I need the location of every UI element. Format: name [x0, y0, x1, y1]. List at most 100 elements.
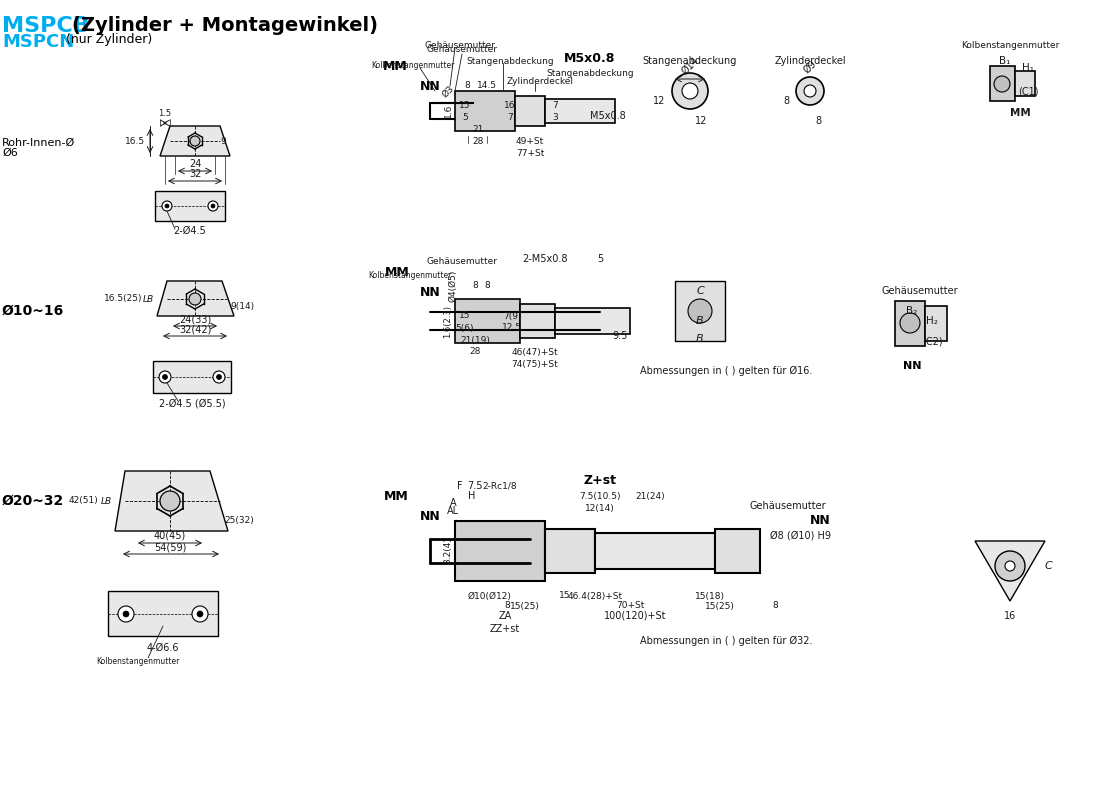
Text: Z+st: Z+st: [583, 474, 616, 488]
Text: A: A: [450, 498, 456, 508]
Text: 5: 5: [597, 254, 603, 264]
Text: MM: MM: [1010, 108, 1031, 118]
Circle shape: [208, 201, 218, 211]
Text: 77+St: 77+St: [516, 150, 544, 159]
Text: (C2): (C2): [922, 336, 943, 346]
Circle shape: [796, 77, 824, 105]
Text: C: C: [1045, 561, 1053, 571]
Bar: [153, 361, 231, 393]
Polygon shape: [160, 126, 230, 156]
Text: 7.5(10.5): 7.5(10.5): [580, 492, 620, 501]
Polygon shape: [116, 471, 228, 531]
Text: M5x0.8: M5x0.8: [564, 51, 616, 65]
Text: 8: 8: [464, 82, 470, 91]
Text: 2-Ø4.5: 2-Ø4.5: [174, 226, 207, 236]
Text: 9(14): 9(14): [230, 301, 254, 311]
Text: MSPCN: MSPCN: [2, 33, 75, 51]
Text: Gehäusemutter: Gehäusemutter: [882, 286, 958, 296]
Bar: [715, 529, 760, 573]
Text: 5: 5: [462, 114, 468, 123]
Text: Ø14: Ø14: [680, 55, 701, 76]
Text: 16: 16: [504, 102, 516, 111]
Bar: [455, 91, 515, 131]
Text: Gehäusemutter: Gehäusemutter: [427, 256, 497, 265]
Text: B₂: B₂: [906, 306, 917, 316]
Text: 74(75)+St: 74(75)+St: [512, 360, 559, 368]
Text: 15: 15: [460, 312, 471, 320]
Circle shape: [804, 85, 816, 97]
Text: H₂: H₂: [926, 316, 938, 326]
Text: MM: MM: [383, 59, 407, 73]
Text: M5x0.8: M5x0.8: [590, 111, 626, 121]
Text: 8: 8: [815, 116, 821, 126]
Text: 28: 28: [470, 348, 481, 356]
Text: Abmessungen in ( ) gelten für Ø32.: Abmessungen in ( ) gelten für Ø32.: [640, 636, 813, 646]
Circle shape: [217, 375, 221, 380]
Text: AL: AL: [447, 506, 459, 516]
Text: MSPCB: MSPCB: [2, 16, 90, 36]
Text: Kolbenstangenmutter: Kolbenstangenmutter: [960, 42, 1059, 50]
Text: Kolbenstangenmutter: Kolbenstangenmutter: [372, 62, 454, 70]
Text: Zylinderdeckel: Zylinderdeckel: [506, 77, 573, 86]
Bar: [455, 521, 544, 581]
Text: Ø20~32: Ø20~32: [2, 494, 64, 508]
Text: 8: 8: [472, 281, 477, 291]
Text: 21: 21: [472, 126, 484, 135]
Text: Stangenabdeckung: Stangenabdeckung: [547, 69, 634, 78]
Polygon shape: [975, 541, 1045, 601]
Text: B: B: [696, 316, 704, 326]
Text: 16: 16: [1004, 611, 1016, 621]
Circle shape: [189, 293, 201, 305]
Text: 15: 15: [460, 102, 471, 111]
Text: 15(25): 15(25): [510, 602, 540, 610]
Text: F: F: [458, 481, 463, 491]
Text: 32(42): 32(42): [179, 324, 211, 334]
Text: 8: 8: [484, 281, 490, 291]
Text: LB: LB: [101, 497, 112, 505]
Text: NN: NN: [419, 79, 440, 92]
Text: 8: 8: [784, 96, 790, 106]
Text: 8: 8: [772, 602, 778, 610]
Text: 24: 24: [189, 159, 201, 169]
Text: 15(18): 15(18): [695, 591, 725, 601]
Text: 7.5: 7.5: [468, 481, 483, 491]
Text: 54(59): 54(59): [154, 542, 186, 552]
Text: 3.2(4): 3.2(4): [443, 537, 452, 565]
Text: 46.4(28)+St: 46.4(28)+St: [568, 591, 623, 601]
Text: NN: NN: [419, 509, 440, 522]
Text: ZA: ZA: [498, 611, 512, 621]
Text: Ø4(Ø5): Ø4(Ø5): [449, 270, 458, 302]
Text: Stangenabdeckung: Stangenabdeckung: [466, 57, 553, 66]
Text: 40(45): 40(45): [154, 531, 186, 541]
Circle shape: [672, 73, 708, 109]
Polygon shape: [157, 281, 234, 316]
Circle shape: [994, 76, 1010, 92]
Text: (Zylinder + Montagewinkel): (Zylinder + Montagewinkel): [72, 16, 378, 35]
Text: 12(14): 12(14): [585, 505, 615, 513]
Text: 24(33): 24(33): [179, 314, 211, 324]
Bar: [595, 533, 715, 569]
Text: 70+St: 70+St: [616, 602, 645, 610]
Text: MM: MM: [385, 267, 409, 280]
Text: 2-M5x0.8: 2-M5x0.8: [522, 254, 568, 264]
Circle shape: [900, 313, 920, 333]
Circle shape: [197, 611, 204, 617]
Bar: [990, 66, 1015, 101]
Text: 100(120)+St: 100(120)+St: [604, 611, 667, 621]
Circle shape: [118, 606, 134, 622]
Text: (nur Zylinder): (nur Zylinder): [62, 33, 152, 46]
Text: 3: 3: [552, 114, 558, 123]
Text: Gehäusemutter: Gehäusemutter: [427, 45, 497, 54]
Text: C: C: [696, 286, 704, 296]
Text: 9.5: 9.5: [613, 331, 628, 341]
Text: 49+St: 49+St: [516, 138, 544, 147]
Bar: [455, 299, 520, 343]
Text: 7: 7: [507, 114, 513, 123]
Text: Ø6: Ø6: [2, 148, 18, 158]
Bar: [675, 281, 725, 341]
Text: B₁: B₁: [999, 56, 1011, 66]
Text: 1.5: 1.5: [158, 109, 172, 118]
Text: 12: 12: [695, 116, 707, 126]
Text: NN: NN: [810, 514, 830, 528]
Bar: [544, 99, 615, 123]
